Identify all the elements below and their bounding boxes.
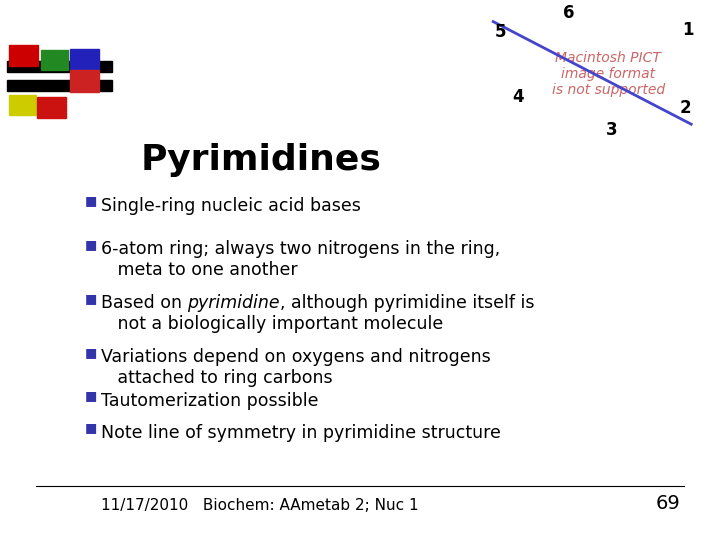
Bar bbox=[9, 45, 38, 66]
Text: Pyrimidines: Pyrimidines bbox=[140, 143, 382, 177]
Text: 6-atom ring; always two nitrogens in the ring,: 6-atom ring; always two nitrogens in the… bbox=[101, 240, 500, 258]
Text: 4: 4 bbox=[513, 88, 524, 106]
Text: Tautomerization possible: Tautomerization possible bbox=[101, 392, 318, 409]
Text: pyrimidine: pyrimidine bbox=[187, 294, 280, 312]
Text: , although pyrimidine itself is: , although pyrimidine itself is bbox=[280, 294, 534, 312]
Text: image format: image format bbox=[562, 67, 655, 81]
Text: ■: ■ bbox=[85, 238, 97, 251]
Text: ■: ■ bbox=[85, 292, 97, 305]
Text: Macintosh PICT: Macintosh PICT bbox=[555, 51, 662, 65]
Text: attached to ring carbons: attached to ring carbons bbox=[101, 369, 333, 387]
Text: Single-ring nucleic acid bases: Single-ring nucleic acid bases bbox=[101, 197, 361, 215]
Text: is not supported: is not supported bbox=[552, 83, 665, 97]
Text: ■: ■ bbox=[85, 346, 97, 359]
Bar bbox=[37, 97, 66, 118]
Text: 5: 5 bbox=[495, 23, 506, 42]
Text: ■: ■ bbox=[85, 194, 97, 207]
Text: 6: 6 bbox=[563, 4, 575, 23]
Bar bbox=[9, 95, 36, 115]
Bar bbox=[70, 70, 99, 92]
Text: ■: ■ bbox=[85, 421, 97, 434]
Text: Based on: Based on bbox=[101, 294, 187, 312]
Text: 2: 2 bbox=[680, 99, 691, 117]
Text: ■: ■ bbox=[85, 389, 97, 402]
Bar bbox=[41, 50, 68, 70]
Text: 69: 69 bbox=[655, 494, 680, 513]
Bar bbox=[7, 80, 112, 91]
Text: 1: 1 bbox=[682, 21, 693, 39]
Text: 11/17/2010   Biochem: AAmetab 2; Nuc 1: 11/17/2010 Biochem: AAmetab 2; Nuc 1 bbox=[101, 498, 418, 513]
Text: not a biologically important molecule: not a biologically important molecule bbox=[101, 315, 443, 333]
Bar bbox=[7, 61, 112, 72]
Text: Variations depend on oxygens and nitrogens: Variations depend on oxygens and nitroge… bbox=[101, 348, 490, 366]
Bar bbox=[70, 49, 99, 70]
Text: 3: 3 bbox=[606, 120, 618, 139]
Text: Note line of symmetry in pyrimidine structure: Note line of symmetry in pyrimidine stru… bbox=[101, 424, 500, 442]
Text: meta to one another: meta to one another bbox=[101, 261, 297, 279]
